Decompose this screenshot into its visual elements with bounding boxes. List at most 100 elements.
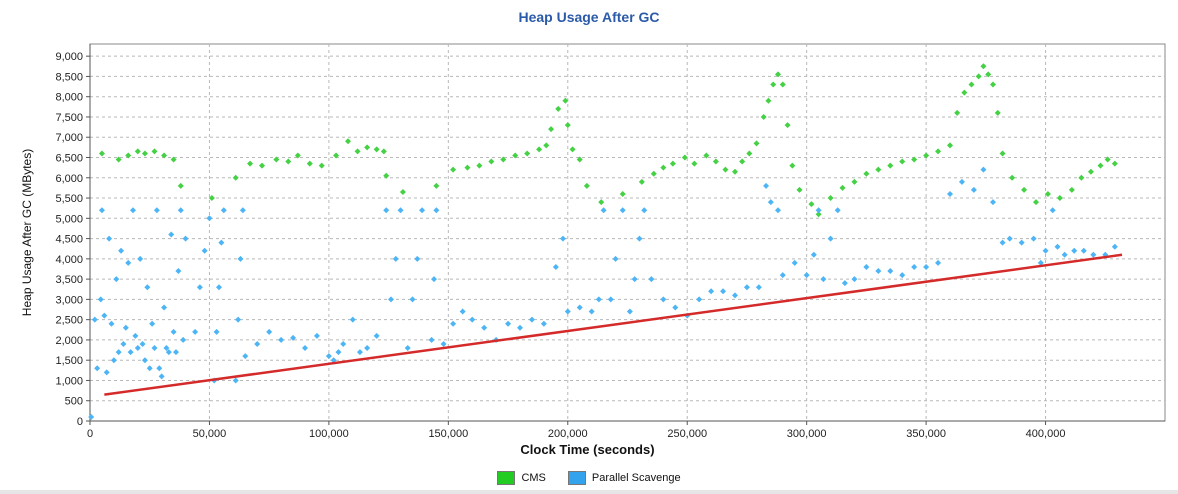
y-axis-title: Heap Usage After GC (MBytes) [20, 149, 34, 316]
data-point-cms [333, 152, 340, 159]
data-point-parallel-scavenge [947, 190, 953, 197]
data-point-parallel-scavenge [1030, 235, 1037, 242]
data-point-parallel-scavenge [564, 308, 571, 315]
chart-legend: CMS Parallel Scavenge [0, 471, 1178, 485]
data-point-parallel-scavenge [1071, 247, 1078, 254]
data-point-parallel-scavenge [827, 235, 834, 242]
data-point-cms [564, 122, 571, 129]
data-point-parallel-scavenge [419, 207, 426, 214]
data-point-parallel-scavenge [110, 357, 117, 364]
data-point-cms [691, 160, 698, 167]
data-point-parallel-scavenge [127, 349, 134, 356]
data-point-parallel-scavenge [237, 255, 244, 262]
data-point-parallel-scavenge [841, 280, 848, 287]
data-point-parallel-scavenge [1054, 243, 1061, 250]
data-point-cms [746, 150, 753, 157]
data-point-parallel-scavenge [672, 304, 679, 311]
bottom-divider [0, 490, 1178, 494]
data-point-cms [994, 109, 1001, 116]
data-point-parallel-scavenge [216, 284, 222, 291]
data-point-cms [770, 81, 777, 88]
data-point-cms [488, 158, 495, 165]
y-tick-label: 6,000 [55, 173, 83, 185]
data-point-parallel-scavenge [1037, 259, 1044, 266]
data-point-cms [232, 174, 239, 181]
data-point-parallel-scavenge [911, 263, 918, 270]
x-tick-label: 150,000 [428, 428, 468, 440]
data-point-parallel-scavenge [1111, 243, 1118, 250]
data-point-parallel-scavenge [144, 284, 151, 291]
data-point-cms [1021, 186, 1028, 193]
data-point-cms [887, 162, 894, 169]
data-point-parallel-scavenge [201, 247, 208, 254]
data-point-parallel-scavenge [899, 272, 906, 279]
data-point-parallel-scavenge [373, 332, 380, 339]
data-point-parallel-scavenge [631, 276, 638, 283]
data-point-cms [536, 146, 543, 153]
data-point-cms [294, 152, 301, 159]
y-tick-label: 1,000 [55, 375, 83, 387]
y-tick-label: 8,000 [55, 92, 83, 104]
x-tick-label: 300,000 [787, 428, 827, 440]
legend-swatch-parallel-scavenge [567, 471, 586, 485]
data-point-parallel-scavenge [122, 324, 129, 331]
data-point-cms [512, 152, 519, 159]
data-point-cms [669, 160, 676, 167]
data-point-cms [722, 166, 729, 173]
data-point-parallel-scavenge [1006, 235, 1013, 242]
data-point-cms [583, 182, 590, 189]
y-tick-label: 9,000 [55, 51, 83, 63]
data-point-parallel-scavenge [196, 284, 203, 291]
data-point-parallel-scavenge [743, 284, 750, 291]
data-point-parallel-scavenge [851, 276, 858, 283]
data-point-parallel-scavenge [791, 259, 798, 266]
data-point-parallel-scavenge [313, 332, 320, 339]
data-point-parallel-scavenge [115, 349, 122, 356]
data-point-cms [619, 190, 626, 197]
data-point-parallel-scavenge [392, 255, 399, 262]
data-point-parallel-scavenge [139, 340, 146, 347]
data-point-parallel-scavenge [612, 255, 619, 262]
data-point-parallel-scavenge [528, 316, 535, 323]
data-point-parallel-scavenge [1080, 247, 1087, 254]
data-point-parallel-scavenge [626, 308, 633, 315]
data-point-cms [808, 201, 815, 208]
x-tick-label: 200,000 [548, 428, 588, 440]
data-point-parallel-scavenge [106, 235, 113, 242]
data-point-cms [151, 148, 158, 155]
data-point-parallel-scavenge [290, 334, 297, 341]
data-point-cms [259, 162, 265, 169]
data-point-parallel-scavenge [168, 231, 175, 238]
data-point-parallel-scavenge [459, 308, 466, 315]
data-point-parallel-scavenge [560, 235, 566, 242]
x-axis-title: Clock Time (seconds) [520, 442, 654, 457]
data-point-cms [851, 178, 858, 185]
chart-title: Heap Usage After GC [518, 9, 660, 25]
data-point-cms [318, 162, 325, 169]
data-point-cms [247, 160, 254, 167]
data-point-cms [1111, 160, 1118, 167]
data-point-cms [476, 162, 483, 169]
data-point-parallel-scavenge [875, 268, 882, 275]
data-point-cms [524, 150, 531, 157]
data-point-cms [598, 199, 605, 206]
data-point-parallel-scavenge [414, 255, 421, 262]
data-point-parallel-scavenge [146, 365, 153, 372]
data-point-cms [815, 211, 822, 218]
legend-item-cms: CMS [497, 471, 546, 485]
data-point-parallel-scavenge [149, 320, 156, 327]
data-point-parallel-scavenge [141, 357, 148, 364]
data-point-parallel-scavenge [517, 324, 523, 331]
data-point-parallel-scavenge [755, 284, 762, 291]
data-point-parallel-scavenge [887, 268, 894, 275]
x-tick-label: 100,000 [309, 428, 349, 440]
data-point-cms [899, 158, 906, 165]
data-point-cms [364, 144, 371, 151]
data-point-parallel-scavenge [815, 207, 822, 214]
data-point-parallel-scavenge [192, 328, 199, 335]
data-point-parallel-scavenge [364, 345, 371, 352]
legend-item-parallel-scavenge: Parallel Scavenge [567, 471, 681, 485]
data-point-parallel-scavenge [720, 288, 727, 295]
data-point-parallel-scavenge [232, 377, 239, 384]
data-point-parallel-scavenge [242, 353, 249, 360]
